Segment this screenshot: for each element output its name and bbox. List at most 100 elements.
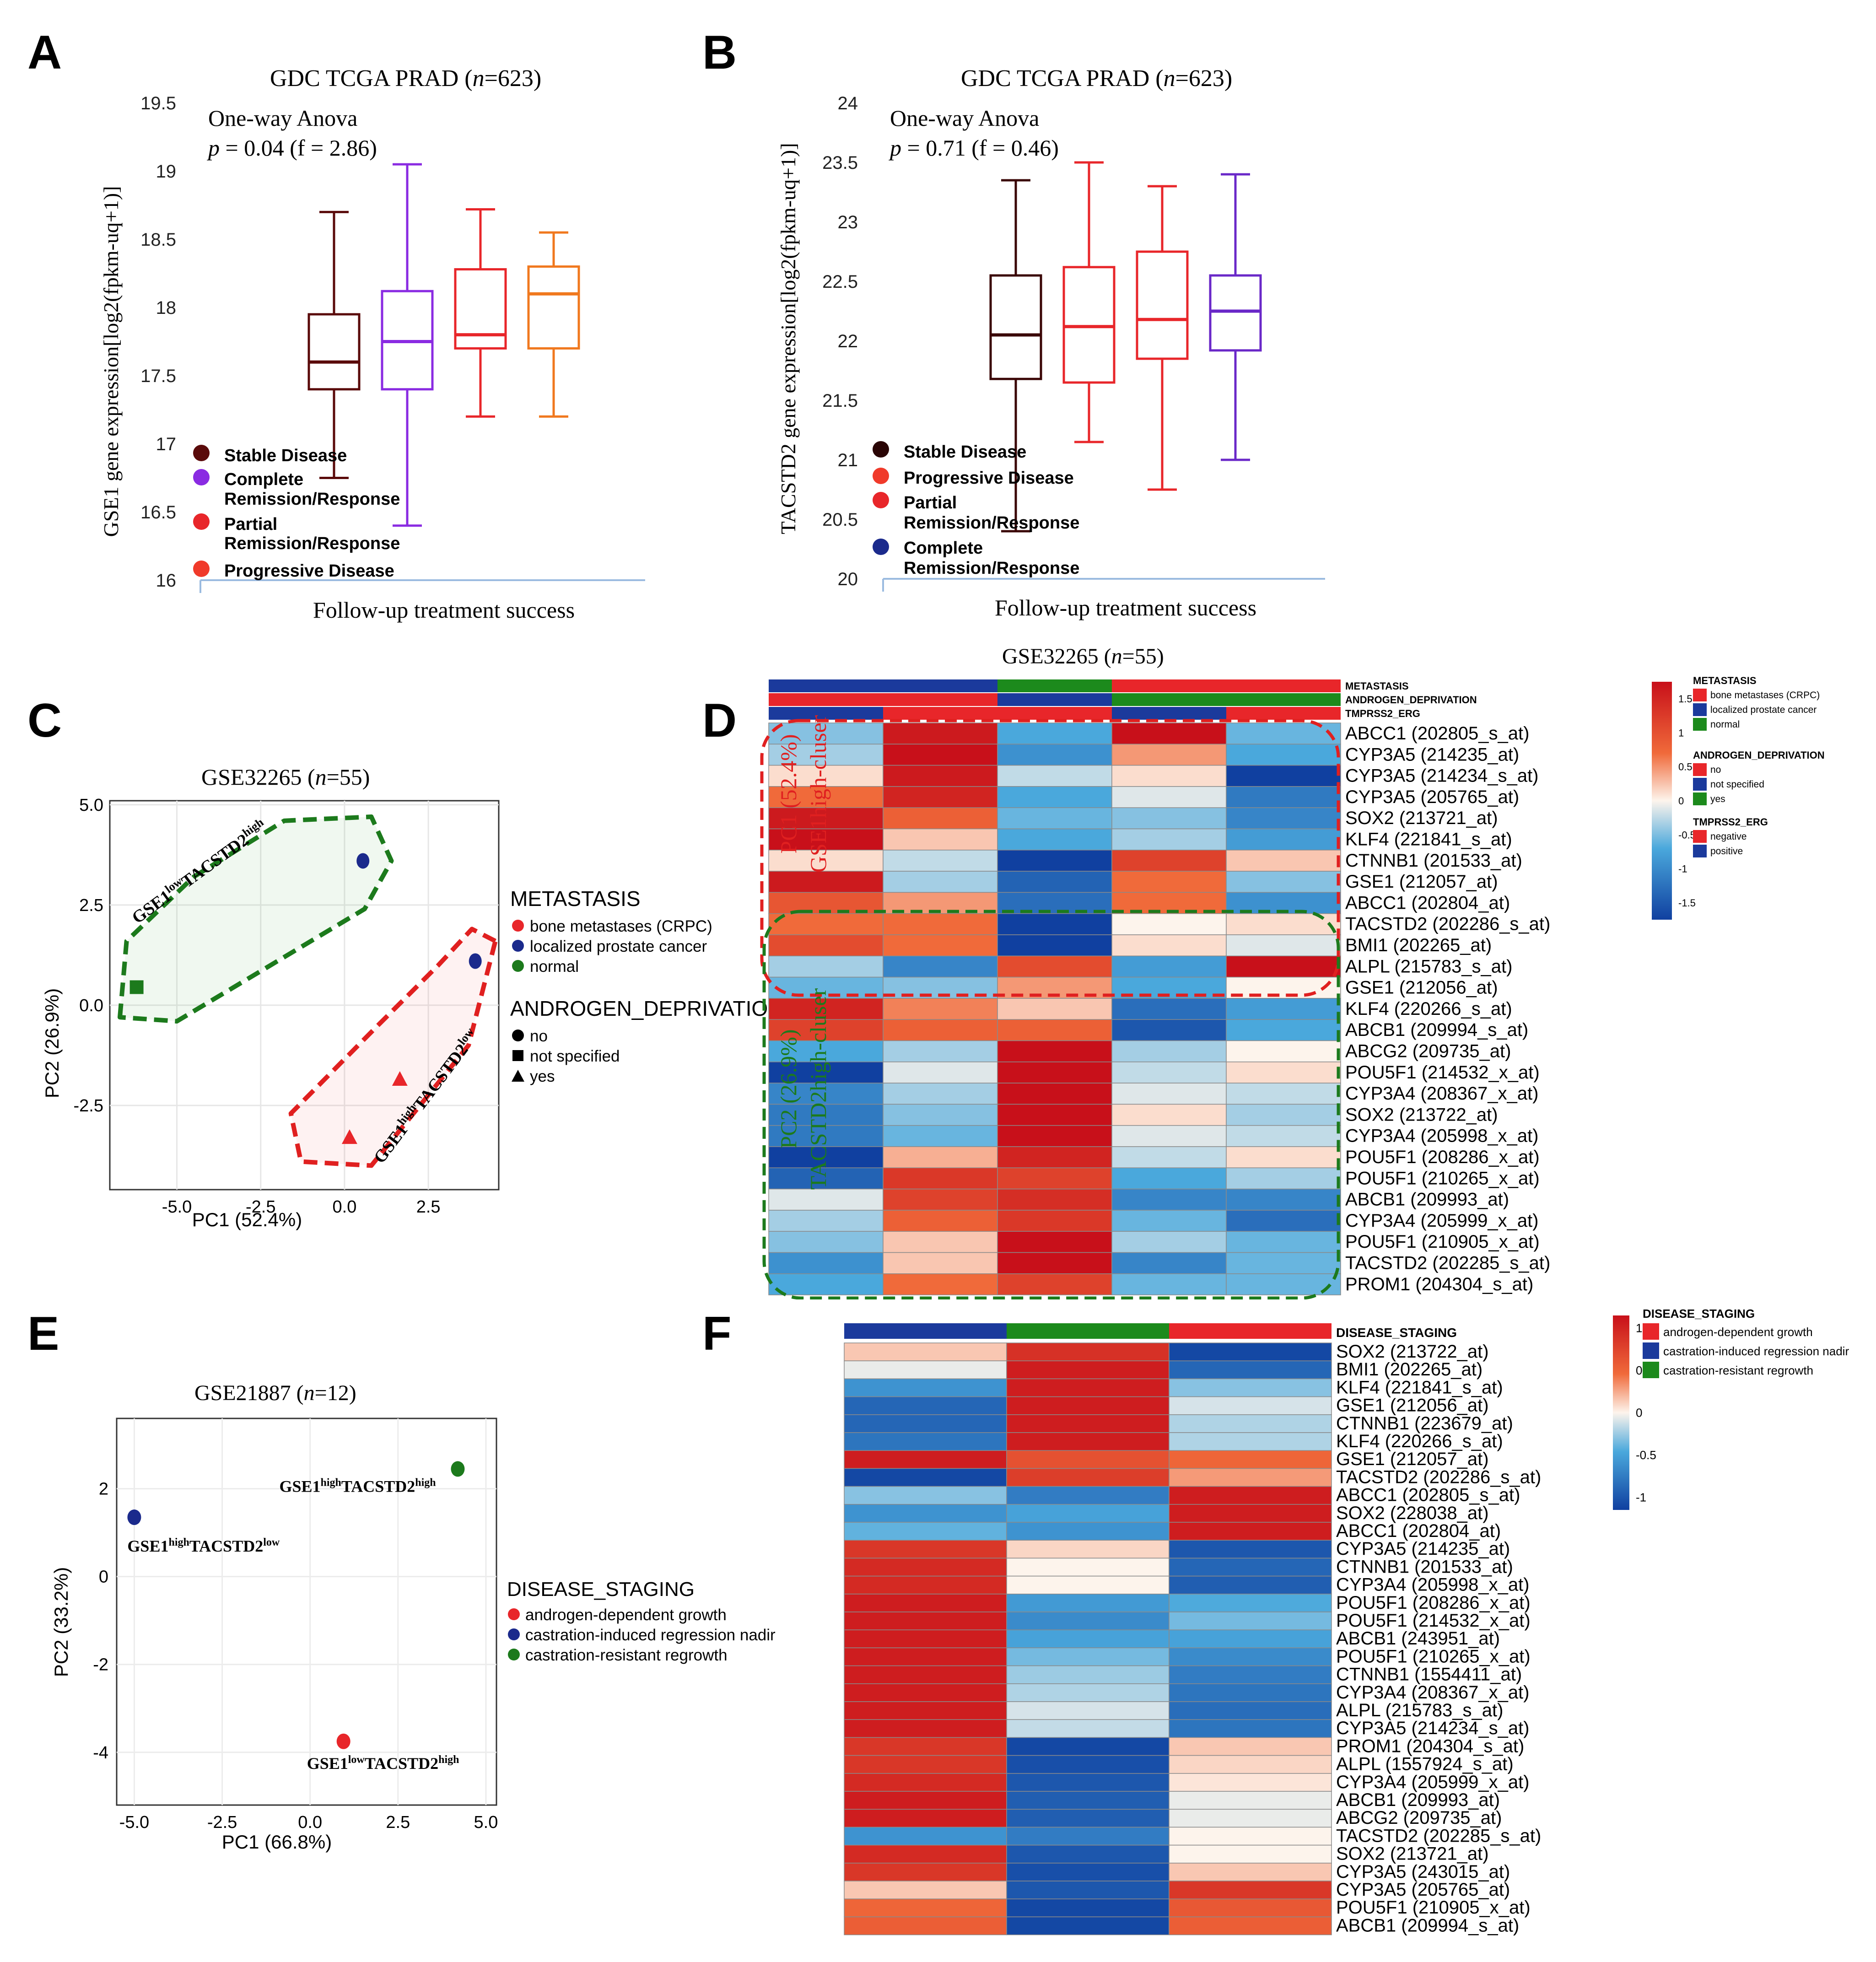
heatmap-cell <box>1006 1522 1170 1541</box>
legend-label: localized prostate cancer <box>1710 705 1817 715</box>
heatmap-cell <box>883 786 998 808</box>
legend-swatch <box>1643 1323 1659 1340</box>
legend-dot-progressive <box>873 468 889 484</box>
pca-point <box>356 853 370 869</box>
heatmap-cell <box>883 1040 998 1062</box>
panel-b: B GDC TCGA PRAD (n=623) One-way Anova p … <box>702 26 1325 620</box>
heatmap-cell <box>997 807 1112 830</box>
y-tick-label: -4 <box>93 1743 108 1763</box>
heatmap-cell <box>1111 744 1227 766</box>
heatmap-cell <box>1006 1844 1170 1864</box>
heatmap-cell <box>1226 1252 1341 1274</box>
heatmap-cell <box>1169 1468 1332 1487</box>
heatmap-cell <box>883 1188 998 1211</box>
panel-b-xlabel: Follow-up treatment success <box>995 595 1256 620</box>
heatmap-cell <box>997 1146 1112 1169</box>
panel-a-y-ticks: 19.5 19 18.5 18 17.5 17 16.5 16 <box>140 93 176 591</box>
legend-label: no <box>530 1027 548 1045</box>
heatmap-cell <box>1006 1647 1170 1666</box>
panel-letter-c: C <box>27 694 62 747</box>
scale-tick-label: -1 <box>1678 863 1687 875</box>
heatmap-cell <box>768 1188 884 1211</box>
panel-a-ylabel: GSE1 gene expression[log2(fpkm-uq+1)] <box>99 186 123 537</box>
y-tick-label: 20.5 <box>822 510 858 530</box>
y-tick-label: 23 <box>838 212 858 232</box>
legend-label: Remission/Response <box>904 513 1079 533</box>
gene-label: POU5F1 (210905_x_at) <box>1345 1232 1540 1252</box>
y-tick-label: 24 <box>838 93 858 113</box>
panel-b-anova: One-way Anova <box>890 105 1039 131</box>
legend-dot-partial <box>193 513 210 530</box>
heatmap-cell <box>844 1773 1007 1792</box>
heatmap-cell <box>844 1558 1007 1577</box>
annotation-label: METASTASIS <box>1345 680 1409 692</box>
heatmap-cell <box>1169 1773 1332 1792</box>
legend-label: Stable Disease <box>224 446 347 465</box>
heatmap-cell <box>1111 1083 1227 1105</box>
heatmap-cell <box>1006 1737 1170 1756</box>
point-label: GSE1highTACSTD2high <box>279 1477 436 1495</box>
scale-tick-label: -0.5 <box>1678 829 1696 841</box>
heatmap-cell <box>1169 1612 1332 1630</box>
y-tick-label: 23.5 <box>822 153 858 173</box>
panel-e-ylabel: PC2 (33.2%) <box>50 1567 72 1677</box>
heatmap-cell <box>1169 1629 1332 1649</box>
heatmap-cell <box>1169 1522 1332 1541</box>
y-tick-label: 18.5 <box>140 230 176 250</box>
box-iqr <box>1209 274 1262 352</box>
heatmap-cell <box>1006 1378 1170 1397</box>
gene-label: ABCC1 (202804_at) <box>1336 1521 1501 1541</box>
annotation-cell <box>844 1323 1007 1339</box>
gene-label: BMI1 (202265_at) <box>1336 1359 1482 1380</box>
legend-dot-nadir <box>508 1628 520 1640</box>
heatmap-cell <box>1006 1486 1170 1505</box>
heatmap-cell <box>1169 1701 1332 1720</box>
x-tick-label: -5.0 <box>162 1197 192 1217</box>
gene-label: POU5F1 (208286_x_at) <box>1345 1147 1540 1167</box>
heatmap-cell <box>1226 1040 1341 1062</box>
heatmap-cell <box>1226 1188 1341 1211</box>
heatmap-cell <box>1226 722 1341 745</box>
legend-dot-stable <box>873 441 889 458</box>
heatmap-cell <box>844 1360 1007 1380</box>
heatmap-cell <box>883 1083 998 1105</box>
legend-circle-shape <box>512 1030 524 1041</box>
legend-label: yes <box>530 1067 555 1085</box>
y-tick-label: 20 <box>838 569 858 589</box>
annotation-cell <box>769 679 883 692</box>
heatmap-cell <box>1226 765 1341 787</box>
scale-tick-label: 0 <box>1636 1406 1642 1420</box>
annotation-cell <box>997 707 1112 720</box>
annotation-label: ANDROGEN_DEPRIVATION <box>1345 694 1477 706</box>
annotation-cell <box>883 693 997 706</box>
heatmap-cell <box>844 1827 1007 1846</box>
heatmap-cell <box>1226 850 1341 872</box>
heatmap-cell <box>1111 998 1227 1020</box>
annotation-cell <box>1226 693 1341 706</box>
heatmap-cell <box>844 1612 1007 1630</box>
gene-label: CYP3A5 (214235_at) <box>1345 744 1519 765</box>
annotation-cell <box>769 693 883 706</box>
legend-label: Complete <box>224 470 303 489</box>
heatmap-cell <box>1169 1540 1332 1559</box>
heatmap-cell <box>883 1231 998 1253</box>
heatmap-cell <box>844 1414 1007 1433</box>
gene-label: CYP3A4 (205999_x_at) <box>1345 1211 1539 1231</box>
legend-title: METASTASIS <box>510 887 641 911</box>
gene-label: GSE1 (212057_at) <box>1345 872 1498 892</box>
heatmap-cell <box>1111 1210 1227 1232</box>
heatmap-cell <box>1226 786 1341 808</box>
heatmap-cell <box>997 913 1112 935</box>
heatmap-cell <box>1006 1665 1170 1684</box>
gene-label: KLF4 (220266_s_at) <box>1336 1431 1503 1451</box>
heatmap-cell <box>883 934 998 957</box>
legend-label: bone metastases (CRPC) <box>1710 690 1820 701</box>
heatmap-cell <box>1006 1773 1170 1792</box>
panel-a-anova: One-way Anova <box>208 105 357 131</box>
heatmap-cell <box>1006 1612 1170 1630</box>
legend-label: bone metastases (CRPC) <box>530 917 712 935</box>
heatmap-cell <box>1169 1647 1332 1666</box>
heatmap-cell <box>768 1062 884 1083</box>
panel-a-boxes <box>307 163 580 527</box>
gene-label: CTNNB1 (1554411_at) <box>1336 1665 1522 1685</box>
